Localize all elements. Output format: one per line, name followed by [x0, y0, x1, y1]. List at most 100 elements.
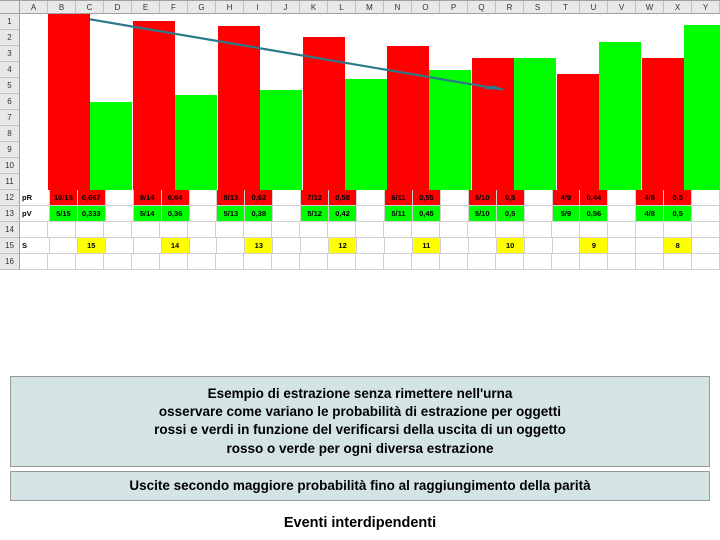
cell	[440, 30, 468, 46]
col-header: W	[636, 1, 664, 14]
cell: 13	[245, 238, 273, 254]
column-headers-row: ABCDEFGHIJKLMNOPQRSTUVWXY	[0, 0, 720, 14]
cell	[216, 94, 244, 110]
cell	[273, 206, 301, 222]
cell	[664, 174, 692, 190]
cell	[301, 238, 329, 254]
col-header: H	[216, 1, 244, 14]
col-header: M	[356, 1, 384, 14]
cell	[384, 14, 412, 30]
cell	[692, 174, 720, 190]
cell	[300, 14, 328, 30]
cell	[384, 30, 412, 46]
cell	[496, 78, 524, 94]
cell	[272, 142, 300, 158]
cell	[384, 142, 412, 158]
row-label: S	[20, 238, 50, 254]
cell	[636, 110, 664, 126]
cell	[328, 222, 356, 238]
cell	[106, 238, 134, 254]
cell	[636, 174, 664, 190]
cell	[608, 14, 636, 30]
cell	[132, 62, 160, 78]
cell	[525, 238, 553, 254]
cell: 0,58	[329, 190, 357, 206]
cell	[272, 174, 300, 190]
grid-row: 13pV5/150,3335/140,365/130,385/120,425/1…	[0, 206, 720, 222]
cell	[412, 78, 440, 94]
cell	[412, 62, 440, 78]
cell	[216, 14, 244, 30]
cell	[468, 94, 496, 110]
cell: 4/9	[553, 190, 581, 206]
cell	[190, 190, 218, 206]
grid-row: 8	[0, 126, 720, 142]
cell: 5/12	[301, 206, 329, 222]
cell	[20, 158, 48, 174]
cell	[440, 142, 468, 158]
cell	[608, 238, 636, 254]
cell	[636, 14, 664, 30]
col-header: S	[524, 1, 552, 14]
cell	[469, 238, 497, 254]
cell	[328, 110, 356, 126]
row-label	[20, 222, 48, 238]
cell	[132, 14, 160, 30]
cell	[160, 14, 188, 30]
cell	[608, 222, 636, 238]
cell	[636, 78, 664, 94]
cell	[217, 238, 245, 254]
cell	[76, 254, 104, 270]
data-rows: 12pR10/150,6679/140,648/130,627/120,586/…	[0, 190, 720, 270]
cell: 0,42	[329, 206, 357, 222]
cell	[160, 174, 188, 190]
cell	[104, 14, 132, 30]
cell	[106, 190, 134, 206]
cell	[160, 142, 188, 158]
cell	[76, 14, 104, 30]
cell	[553, 238, 581, 254]
cell	[552, 110, 580, 126]
cell	[300, 62, 328, 78]
cell	[636, 30, 664, 46]
cell	[160, 222, 188, 238]
cell	[412, 94, 440, 110]
cell	[216, 62, 244, 78]
cell	[692, 94, 720, 110]
cell	[552, 174, 580, 190]
cell	[552, 158, 580, 174]
cell	[692, 126, 720, 142]
cell: 15	[78, 238, 106, 254]
cell	[48, 142, 76, 158]
cell	[20, 142, 48, 158]
col-header: A	[20, 1, 48, 14]
cell: 4/8	[636, 190, 664, 206]
cell: 0,36	[162, 206, 190, 222]
cell: 5/9	[553, 206, 581, 222]
cell	[384, 110, 412, 126]
cell	[552, 30, 580, 46]
cell	[552, 78, 580, 94]
row-header: 1	[0, 14, 20, 30]
cell	[132, 222, 160, 238]
cell	[328, 126, 356, 142]
cell	[552, 222, 580, 238]
cell	[160, 78, 188, 94]
cell	[580, 78, 608, 94]
cell	[440, 78, 468, 94]
cell	[525, 190, 553, 206]
col-header: Y	[692, 1, 720, 14]
cell: 0,5	[664, 190, 692, 206]
cell	[468, 158, 496, 174]
cell	[244, 158, 272, 174]
cell	[440, 254, 468, 270]
cell	[664, 62, 692, 78]
cell	[496, 222, 524, 238]
cell	[357, 238, 385, 254]
cell	[692, 46, 720, 62]
cell	[104, 94, 132, 110]
cell	[76, 46, 104, 62]
caption-area: Esempio di estrazione senza rimettere ne…	[0, 376, 720, 531]
cell	[468, 142, 496, 158]
cell	[496, 30, 524, 46]
